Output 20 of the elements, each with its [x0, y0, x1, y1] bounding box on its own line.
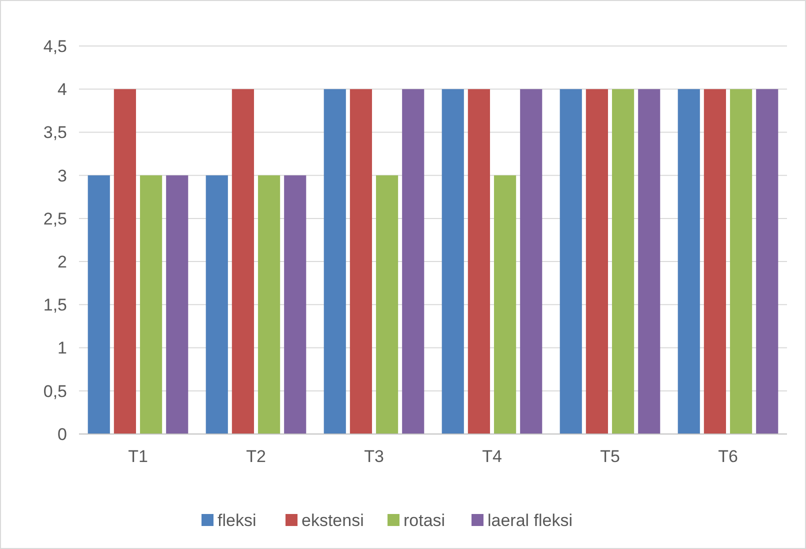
y-tick-label: 3 — [58, 166, 67, 186]
legend-label: laeral fleksi — [488, 510, 573, 530]
legend-label: fleksi — [218, 510, 256, 530]
y-tick-label: 2 — [58, 252, 67, 272]
y-tick-label: 4,5 — [43, 36, 67, 56]
y-tick-label: 1 — [58, 338, 67, 358]
y-tick-label: 0 — [58, 424, 67, 444]
y-tick-label: 3,5 — [43, 123, 67, 142]
y-tick-label: 0,5 — [43, 382, 67, 401]
y-tick-label: 4 — [58, 80, 67, 100]
y-tick-label: 2,5 — [43, 209, 67, 228]
x-tick-label: T3 — [364, 447, 384, 466]
legend-label: rotasi — [404, 510, 446, 530]
x-tick-label: T4 — [482, 447, 502, 466]
y-tick-label: 1,5 — [43, 296, 67, 315]
x-tick-label: T1 — [128, 447, 148, 466]
x-tick-label: T2 — [246, 447, 266, 466]
x-tick-label: T6 — [718, 447, 738, 466]
legend-label: ekstensi — [302, 510, 364, 530]
x-tick-label: T5 — [600, 447, 620, 466]
